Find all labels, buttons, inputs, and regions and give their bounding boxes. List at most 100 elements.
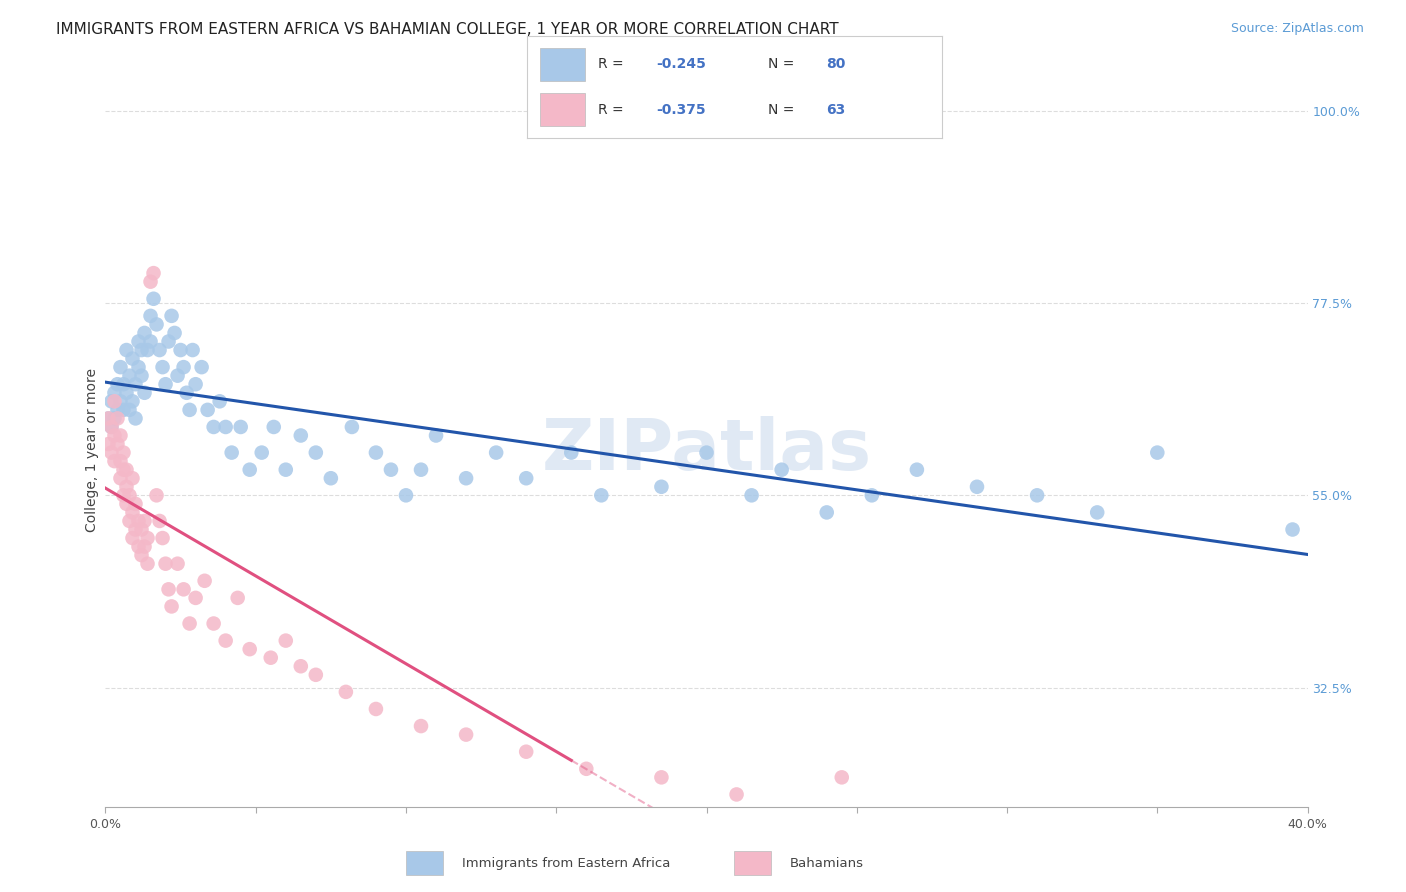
- Point: [770, 463, 793, 477]
- Point: [100, 445, 122, 459]
- Point: [515, 471, 537, 485]
- Point: [184, 377, 207, 392]
- Point: [118, 488, 141, 502]
- Point: [202, 616, 225, 631]
- Point: [340, 420, 363, 434]
- Point: [128, 514, 150, 528]
- Point: [134, 540, 156, 554]
- Point: [274, 633, 297, 648]
- Point: [118, 514, 141, 528]
- Point: [148, 514, 170, 528]
- Point: [97, 437, 120, 451]
- Point: [112, 488, 135, 502]
- Point: [1146, 445, 1168, 459]
- Point: [560, 445, 582, 459]
- Point: [905, 463, 928, 477]
- Point: [263, 420, 285, 434]
- Point: [124, 523, 146, 537]
- Point: [110, 454, 132, 468]
- Point: [696, 445, 718, 459]
- Point: [591, 488, 613, 502]
- Point: [208, 394, 231, 409]
- Text: -0.375: -0.375: [655, 103, 706, 117]
- Point: [136, 531, 159, 545]
- Point: [173, 582, 195, 597]
- Point: [239, 463, 262, 477]
- Point: [290, 428, 312, 442]
- Point: [97, 411, 120, 425]
- Point: [103, 428, 125, 442]
- Point: [395, 488, 418, 502]
- Point: [115, 385, 138, 400]
- Point: [124, 377, 146, 392]
- Point: [112, 463, 135, 477]
- Point: [181, 343, 204, 357]
- Point: [118, 368, 141, 383]
- Text: 63: 63: [825, 103, 845, 117]
- Point: [190, 360, 212, 375]
- Point: [100, 420, 122, 434]
- Point: [112, 445, 135, 459]
- Point: [110, 394, 132, 409]
- Point: [221, 445, 243, 459]
- Point: [139, 309, 162, 323]
- Point: [650, 480, 672, 494]
- Point: [305, 667, 328, 681]
- Point: [319, 471, 342, 485]
- Point: [214, 633, 236, 648]
- Point: [290, 659, 312, 673]
- Point: [142, 266, 165, 280]
- Point: [115, 343, 138, 357]
- Point: [160, 309, 183, 323]
- Point: [160, 599, 183, 614]
- Point: [145, 318, 167, 332]
- Point: [860, 488, 883, 502]
- Point: [100, 394, 122, 409]
- Point: [110, 360, 132, 375]
- Point: [112, 377, 135, 392]
- Point: [1281, 523, 1303, 537]
- Point: [115, 480, 138, 494]
- Point: [110, 471, 132, 485]
- Point: [163, 326, 186, 340]
- Point: [650, 770, 672, 784]
- Point: [136, 343, 159, 357]
- Text: Immigrants from Eastern Africa: Immigrants from Eastern Africa: [461, 856, 671, 870]
- FancyBboxPatch shape: [540, 93, 585, 126]
- Point: [741, 488, 763, 502]
- Point: [194, 574, 217, 588]
- Point: [485, 445, 508, 459]
- Point: [131, 368, 153, 383]
- Point: [107, 402, 129, 417]
- Point: [176, 385, 198, 400]
- Text: N =: N =: [768, 103, 799, 117]
- Point: [831, 770, 853, 784]
- FancyBboxPatch shape: [540, 48, 585, 81]
- Point: [134, 326, 156, 340]
- Text: 80: 80: [825, 57, 845, 71]
- Point: [274, 463, 297, 477]
- Point: [115, 497, 138, 511]
- Point: [107, 377, 129, 392]
- FancyBboxPatch shape: [734, 851, 770, 875]
- Y-axis label: College, 1 year or more: College, 1 year or more: [84, 368, 98, 533]
- Point: [575, 762, 598, 776]
- Point: [380, 463, 402, 477]
- Point: [103, 385, 125, 400]
- Point: [139, 334, 162, 349]
- Point: [226, 591, 249, 605]
- Point: [107, 411, 129, 425]
- Point: [239, 642, 262, 657]
- Point: [169, 343, 191, 357]
- Text: R =: R =: [598, 103, 627, 117]
- Point: [139, 275, 162, 289]
- Text: R =: R =: [598, 57, 627, 71]
- Text: ZIPatlas: ZIPatlas: [541, 416, 872, 485]
- Point: [166, 557, 188, 571]
- Point: [103, 454, 125, 468]
- Point: [250, 445, 273, 459]
- Text: -0.245: -0.245: [655, 57, 706, 71]
- Point: [515, 745, 537, 759]
- Point: [121, 505, 143, 519]
- Point: [112, 402, 135, 417]
